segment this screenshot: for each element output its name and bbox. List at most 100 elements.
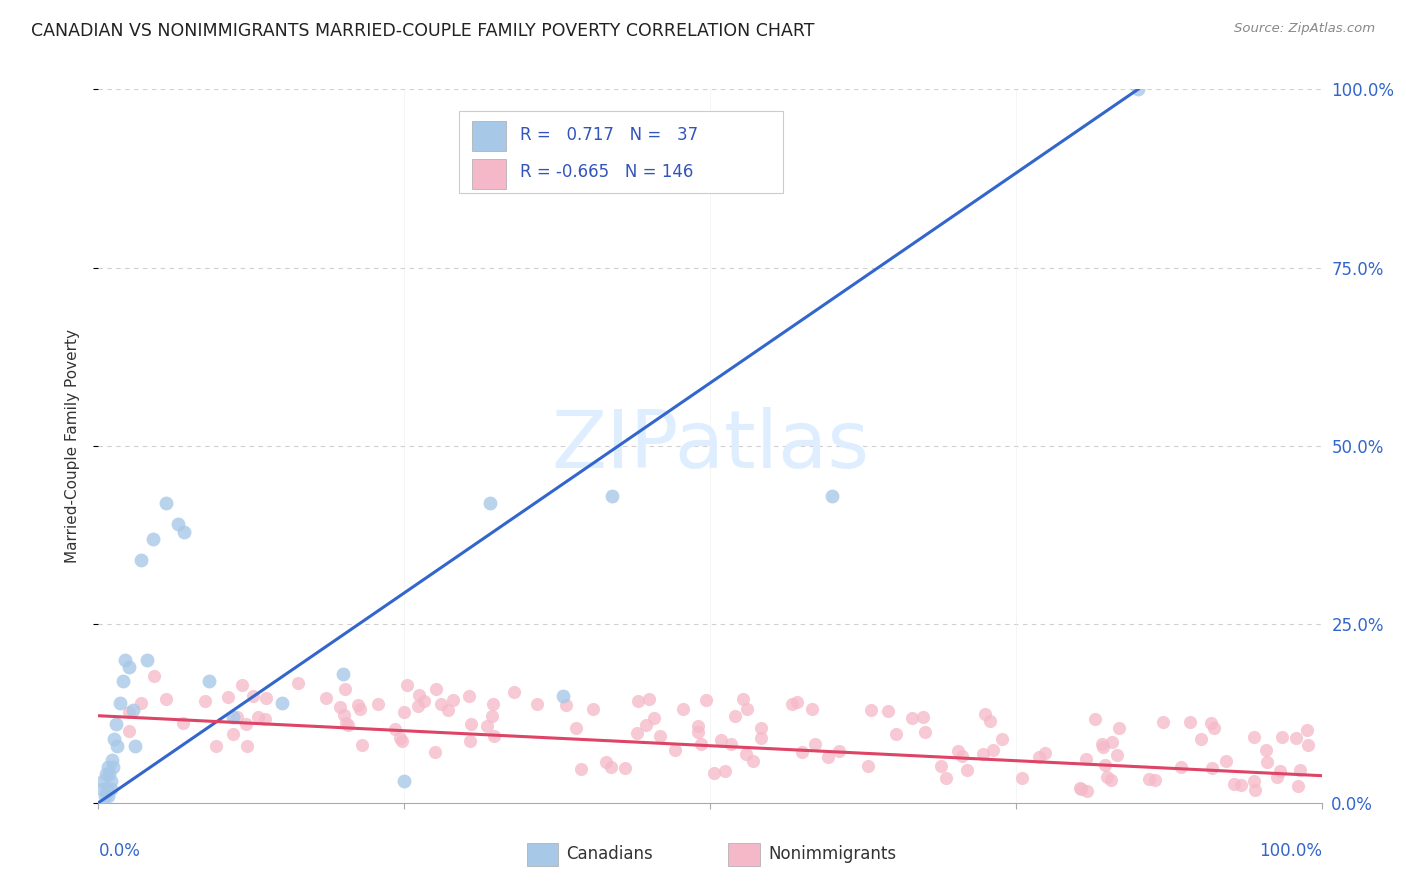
Point: [392, 774, 416, 789]
Point: [1107, 747, 1129, 762]
Point: [817, 750, 839, 764]
Point: [425, 681, 447, 696]
Point: [935, 771, 957, 785]
Point: [104, 717, 127, 731]
Text: R =   0.717   N =   37: R = 0.717 N = 37: [520, 126, 699, 144]
Bar: [471, 159, 506, 189]
Point: [384, 723, 406, 737]
Point: [349, 702, 371, 716]
Point: [93, 789, 115, 803]
Point: [118, 660, 141, 674]
Text: Source: ZipAtlas.com: Source: ZipAtlas.com: [1234, 22, 1375, 36]
Point: [391, 734, 413, 748]
Point: [1076, 784, 1098, 798]
Point: [1070, 782, 1092, 797]
Point: [634, 718, 657, 732]
Point: [856, 759, 879, 773]
Point: [555, 698, 578, 712]
Point: [672, 702, 695, 716]
Point: [231, 678, 253, 692]
Point: [1101, 735, 1123, 749]
Point: [503, 685, 526, 699]
Point: [731, 692, 754, 706]
Point: [197, 674, 219, 689]
Point: [582, 702, 605, 716]
Point: [131, 696, 153, 710]
Point: [1215, 754, 1237, 768]
Point: [481, 697, 503, 711]
Point: [270, 696, 294, 710]
Point: [627, 693, 650, 707]
Point: [222, 710, 245, 724]
Point: [222, 726, 245, 740]
Point: [142, 668, 165, 682]
Point: [664, 743, 686, 757]
Point: [1230, 778, 1253, 792]
Text: Canadians: Canadians: [565, 846, 652, 863]
Point: [720, 737, 742, 751]
Point: [780, 698, 803, 712]
Point: [786, 695, 808, 709]
Point: [100, 781, 122, 796]
Point: [392, 706, 415, 720]
Point: [441, 692, 464, 706]
Point: [100, 774, 122, 789]
Point: [103, 731, 125, 746]
Point: [425, 745, 447, 759]
Point: [1178, 714, 1201, 729]
Point: [1099, 773, 1122, 788]
Point: [91, 774, 114, 789]
Point: [1199, 716, 1222, 731]
Point: [955, 763, 977, 777]
Point: [571, 762, 593, 776]
Point: [1139, 772, 1161, 786]
Point: [1084, 712, 1107, 726]
Point: [1091, 738, 1114, 752]
Point: [595, 756, 617, 770]
Point: [686, 725, 709, 739]
Point: [315, 690, 337, 705]
Point: [430, 697, 453, 711]
Point: [1152, 714, 1174, 729]
Point: [1170, 760, 1192, 774]
Point: [800, 702, 823, 716]
Point: [408, 689, 430, 703]
Point: [110, 696, 132, 710]
Point: [1144, 773, 1167, 788]
Point: [457, 689, 479, 703]
Point: [1243, 730, 1265, 744]
Point: [155, 496, 177, 510]
Point: [111, 674, 134, 689]
Point: [287, 676, 309, 690]
Point: [749, 731, 772, 746]
Y-axis label: Married-Couple Family Poverty: Married-Couple Family Poverty: [65, 329, 80, 563]
Point: [406, 698, 429, 713]
Point: [981, 742, 1004, 756]
Point: [98, 767, 121, 781]
Point: [1265, 770, 1288, 784]
Point: [821, 489, 844, 503]
Text: 0.0%: 0.0%: [98, 842, 141, 860]
Point: [136, 653, 159, 667]
Point: [105, 739, 128, 753]
Point: [1028, 750, 1050, 764]
Point: [884, 727, 907, 741]
Point: [1108, 721, 1130, 735]
Point: [1243, 774, 1265, 789]
Point: [437, 703, 460, 717]
Point: [553, 689, 575, 703]
Point: [253, 712, 276, 726]
Point: [613, 761, 636, 775]
Point: [724, 709, 747, 723]
Point: [1011, 771, 1033, 785]
Point: [97, 760, 120, 774]
Point: [114, 653, 136, 667]
Text: R = -0.665   N = 146: R = -0.665 N = 146: [520, 163, 693, 181]
Point: [129, 553, 152, 567]
Point: [124, 739, 146, 753]
Point: [94, 767, 117, 781]
Point: [1268, 764, 1291, 778]
Text: ZIPatlas: ZIPatlas: [551, 407, 869, 485]
Point: [335, 716, 357, 731]
Point: [1069, 780, 1091, 795]
